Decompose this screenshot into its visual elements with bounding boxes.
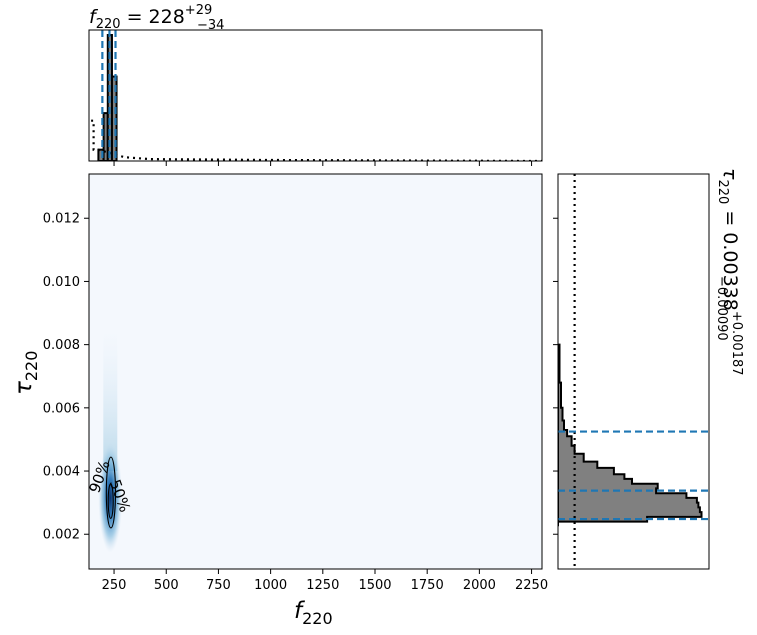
top-title: f220 = 228+29 −34	[89, 3, 224, 33]
joint-frame	[88, 173, 543, 570]
right-title-base: τ	[719, 168, 741, 180]
joint-x-ticks: 250 500 750 1000 1250 1500 1750 2000 2250	[102, 569, 548, 593]
contour-1	[107, 483, 114, 519]
right-marginal-panel: τ220 = 0.00338+0.00187−0.00090	[553, 168, 744, 570]
x-tick-label-1: 500	[154, 578, 179, 593]
joint-panel: 90%50% 250 500 750 1000 1250 1500 1750 2000 2250…	[11, 173, 548, 628]
y-tick-label-0: 0.002	[43, 528, 80, 543]
right-title: τ220 = 0.00338+0.00187−0.00090	[714, 168, 744, 376]
x-tick-label-2: 750	[206, 578, 231, 593]
right-quantile-lines	[558, 430, 709, 521]
x-axis-label-base: f	[294, 598, 305, 624]
x-axis-label-sub: 220	[302, 609, 333, 628]
x-tick-label-0: 250	[102, 578, 127, 593]
top-title-low: −34	[197, 18, 224, 33]
x-tick-label-4: 1250	[306, 578, 339, 593]
y-axis-label: τ220	[11, 351, 41, 395]
x-tick-label-8: 2250	[515, 578, 548, 593]
right-frame	[557, 173, 710, 570]
y-tick-label-5: 0.012	[43, 212, 80, 227]
contour-0	[105, 456, 117, 529]
top-title-eq: = 228	[121, 6, 185, 28]
top-title-base: f	[89, 6, 99, 28]
density-peak	[98, 442, 123, 553]
right-histogram	[558, 343, 703, 527]
top-histogram	[97, 34, 118, 161]
right-title-sub: 220	[715, 179, 730, 204]
y-axis-label-sub: 220	[22, 351, 41, 382]
joint-y-ticks: 0.002 0.004 0.006 0.008 0.010 0.012	[43, 212, 89, 543]
y-tick-label-4: 0.010	[43, 275, 80, 290]
y-tick-label-3: 0.008	[43, 338, 80, 353]
x-tick-label-6: 1750	[411, 578, 444, 593]
x-tick-label-5: 1500	[358, 578, 391, 593]
right-title-sup: +0.00187	[729, 311, 744, 376]
density-tail	[103, 328, 118, 472]
joint-background	[89, 174, 542, 569]
right-title-low: −0.00090	[714, 276, 729, 341]
top-marginal-panel: f220 = 228+29 −34	[88, 3, 543, 166]
x-axis-label: f220	[294, 598, 333, 628]
right-title-eq: = 0.00338	[719, 204, 741, 311]
x-tick-label-7: 2000	[463, 578, 496, 593]
right-y-ticks	[553, 217, 558, 535]
top-title-sub: 220	[96, 17, 121, 32]
top-title-sup: +29	[185, 3, 212, 18]
top-frame	[88, 29, 543, 162]
y-axis-label-base: τ	[11, 381, 37, 395]
top-x-ticks	[113, 161, 533, 166]
x-tick-label-3: 1000	[254, 578, 287, 593]
top-prior-line	[91, 119, 542, 161]
y-tick-label-2: 0.006	[43, 401, 80, 416]
y-tick-label-1: 0.004	[43, 465, 80, 480]
